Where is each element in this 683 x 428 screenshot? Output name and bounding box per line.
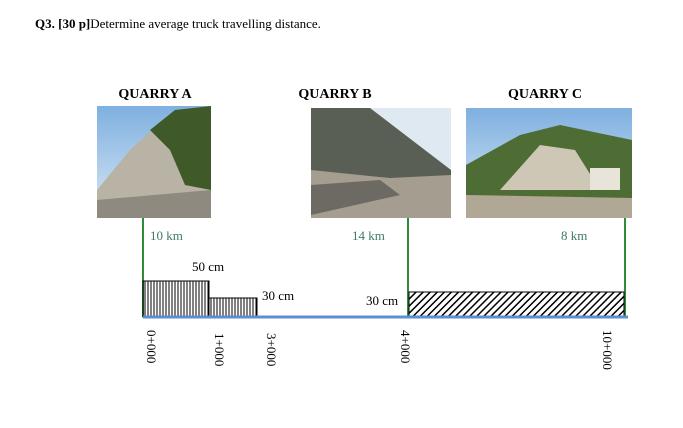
station: 1+000 bbox=[212, 333, 227, 366]
question-text: Determine average truck travelling dista… bbox=[90, 16, 321, 31]
station: 0+000 bbox=[144, 330, 159, 363]
fill-layer bbox=[142, 280, 210, 318]
thickness: 30 cm bbox=[366, 293, 398, 308]
station: 4+000 bbox=[398, 330, 413, 363]
distance: 8 km bbox=[561, 228, 587, 243]
fill-layer bbox=[208, 297, 258, 318]
photo-a bbox=[97, 106, 211, 218]
photo-c bbox=[466, 108, 632, 218]
thickness: 30 cm bbox=[262, 288, 294, 303]
quarry-name: QUARRY B bbox=[298, 87, 371, 102]
thickness: 50 cm bbox=[192, 259, 224, 274]
question-label: Q3. [30 p] bbox=[35, 16, 90, 31]
question: Q3. [30 p]Determine average truck travel… bbox=[35, 16, 321, 31]
photo-b bbox=[311, 108, 451, 218]
quarry-name: QUARRY A bbox=[118, 87, 192, 102]
station: 3+000 bbox=[264, 333, 279, 366]
quarry-name: QUARRY C bbox=[508, 87, 582, 102]
station: 10+000 bbox=[600, 330, 615, 370]
fill-layer bbox=[408, 291, 625, 317]
distance: 14 km bbox=[352, 228, 385, 243]
distance: 10 km bbox=[150, 228, 183, 243]
